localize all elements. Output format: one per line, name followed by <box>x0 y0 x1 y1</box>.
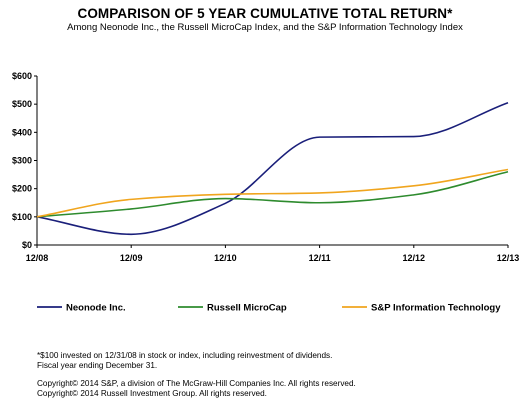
y-axis-tick-labels: $0 $100 $200 $300 $400 $500 $600 <box>12 71 32 250</box>
x-tick-label: 12/11 <box>309 253 331 263</box>
y-tick-label: $300 <box>12 156 32 166</box>
chart-axes <box>34 75 509 248</box>
legend-label: Russell MicroCap <box>207 303 287 314</box>
legend: Neonode Inc. Russell MicroCap S&P Informat… <box>37 303 501 314</box>
y-tick-label: $200 <box>12 184 32 194</box>
x-tick-label: 12/08 <box>26 253 49 263</box>
y-tick-label: $100 <box>12 212 32 222</box>
footnote-copyright-russell: Copyright© 2014 Russell Investment Group… <box>37 389 267 398</box>
footnotes: *$100 invested on 12/31/08 in stock or i… <box>37 351 356 399</box>
line-chart: $0$100$200$300$400$500$600 12/08 12/09 12/… <box>12 71 520 314</box>
y-tick-label: $600 <box>12 71 32 81</box>
x-tick-label: 12/13 <box>497 253 520 263</box>
y-tick-label: $500 <box>12 99 32 109</box>
series-lines <box>36 102 509 236</box>
y-tick-label: $400 <box>12 127 32 137</box>
chart-title: COMPARISON OF 5 YEAR CUMULATIVE TOTAL RE… <box>77 6 453 21</box>
footnote-copyright-sp: Copyright© 2014 S&P, a division of The M… <box>37 379 356 388</box>
y-tick-label: $0 <box>22 240 32 250</box>
chart-subtitle: Among Neonode Inc., the Russell MicroCap… <box>67 22 463 33</box>
footnote-investment: *$100 invested on 12/31/08 in stock or i… <box>37 351 333 360</box>
series-line-s-p-information-technology <box>36 168 509 218</box>
x-tick-label: 12/10 <box>214 253 237 263</box>
series-line-neonode-inc <box>36 102 509 236</box>
x-tick-label: 12/12 <box>403 253 426 263</box>
series-line-russell-microcap <box>36 170 509 218</box>
legend-label: S&P Information Technology <box>371 303 501 314</box>
x-axis-tick-labels: 12/08 12/09 12/10 12/11 12/12 12/13 <box>26 253 520 263</box>
x-tick-label: 12/09 <box>120 253 143 263</box>
legend-label: Neonode Inc. <box>66 303 126 314</box>
footnote-fiscal-year: Fiscal year ending December 31. <box>37 361 158 370</box>
